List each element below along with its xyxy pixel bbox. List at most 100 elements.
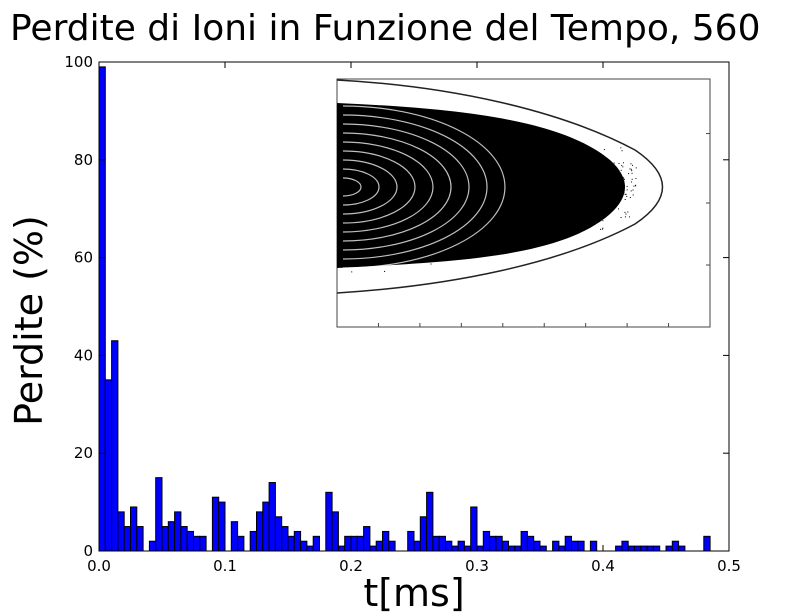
inset-boundary-contour [336, 79, 664, 294]
bar [419, 516, 428, 552]
bar [155, 477, 163, 552]
bar [363, 526, 371, 552]
bar [262, 501, 270, 552]
x-tick-label: 0.4 [591, 557, 615, 575]
bar [337, 545, 346, 552]
bar [256, 511, 264, 552]
bar [571, 540, 579, 552]
bar [293, 530, 302, 552]
bar [148, 540, 157, 552]
bar [508, 545, 516, 552]
bar [136, 526, 144, 552]
bar [558, 545, 566, 552]
bar [533, 540, 541, 552]
bar [180, 526, 188, 552]
bar [652, 545, 661, 552]
bar [325, 491, 333, 552]
y-tick-label: 60 [74, 249, 93, 267]
bar [300, 540, 308, 552]
bar [249, 530, 257, 552]
bar [356, 535, 365, 552]
bar [489, 535, 497, 552]
bar [665, 545, 673, 552]
bar [117, 511, 125, 552]
bar [306, 545, 314, 552]
bar [514, 545, 522, 552]
bar [123, 526, 131, 552]
bar [520, 530, 528, 552]
bar [193, 535, 201, 552]
bar [640, 545, 648, 552]
bar [413, 540, 421, 552]
bar [451, 545, 459, 552]
bar [482, 530, 491, 552]
inset-scatter-points [337, 106, 637, 273]
bar [268, 482, 276, 552]
bar [526, 535, 535, 552]
bar [237, 535, 245, 552]
bar [281, 526, 289, 552]
bar [615, 545, 623, 552]
bar [445, 540, 453, 552]
bar [350, 535, 358, 552]
bar [589, 540, 598, 552]
bar [426, 491, 434, 552]
x-axis-label: t[ms] [363, 571, 464, 612]
y-tick-label: 20 [74, 444, 93, 462]
bar [230, 521, 239, 552]
bar [539, 545, 547, 552]
x-tick-label: 0.3 [465, 557, 489, 575]
inset-phase-arcs [342, 105, 506, 269]
x-tick-label: 0.1 [213, 557, 237, 575]
bar [161, 526, 169, 552]
bar [470, 506, 478, 552]
y-tick-label: 40 [74, 346, 93, 364]
bar [678, 545, 686, 552]
x-ticks: 0.0 0.1 0.2 0.3 0.4 0.5 [87, 62, 741, 575]
bar [501, 540, 510, 552]
bar [331, 511, 339, 552]
bar [552, 540, 560, 552]
bar [564, 535, 573, 552]
bar [130, 506, 138, 552]
bar [211, 496, 220, 552]
bar [344, 535, 352, 552]
bar [274, 516, 283, 552]
bar [646, 545, 654, 552]
bar [186, 530, 194, 552]
bar [218, 501, 226, 552]
bar [375, 540, 384, 552]
bar [111, 340, 119, 552]
x-tick-label: 0.5 [717, 557, 741, 575]
bar [495, 535, 503, 552]
bar [312, 535, 321, 552]
y-ticks: 0 20 40 60 80 100 [64, 53, 729, 560]
bar [382, 530, 390, 552]
bar [621, 540, 629, 552]
bar [703, 535, 711, 552]
bar [104, 379, 113, 552]
x-tick-label: 0.0 [87, 557, 111, 575]
x-tick-label: 0.2 [339, 557, 363, 575]
y-tick-label: 100 [64, 53, 93, 71]
y-tick-label: 80 [74, 151, 93, 169]
bar [369, 545, 377, 552]
bar [634, 545, 642, 552]
bar [174, 511, 182, 552]
bar [167, 521, 176, 552]
bar [627, 545, 636, 552]
bar [438, 535, 447, 552]
bar [407, 530, 415, 552]
bar [671, 540, 680, 552]
bar [476, 545, 484, 552]
plot-frame [98, 61, 730, 552]
bar [463, 545, 472, 552]
bar [432, 535, 440, 552]
chart-title: Perdite di Ioni in Funzione del Tempo, 5… [10, 8, 761, 49]
bar [98, 66, 106, 552]
bar [388, 540, 396, 552]
bar [287, 535, 295, 552]
bar [577, 540, 585, 552]
y-axis-label: Perdite (%) [7, 215, 51, 426]
